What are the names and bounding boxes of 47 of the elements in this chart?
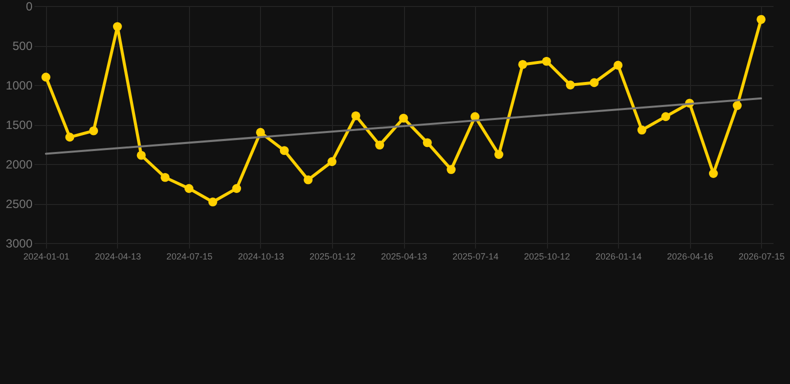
point bbox=[41, 72, 50, 82]
x-tick-label: 2024-01-01 bbox=[23, 252, 70, 262]
y-tick-label: 1000 bbox=[6, 78, 33, 92]
x-tick-label: 2026-04-16 bbox=[667, 252, 714, 262]
x-tick-label: 2025-07-14 bbox=[452, 252, 499, 262]
point bbox=[566, 80, 575, 90]
point bbox=[542, 56, 552, 66]
point bbox=[614, 60, 623, 70]
point bbox=[732, 101, 742, 110]
point bbox=[756, 14, 766, 24]
point bbox=[232, 184, 242, 193]
point bbox=[399, 114, 408, 123]
point bbox=[256, 128, 265, 137]
point bbox=[112, 22, 122, 32]
point bbox=[708, 169, 718, 178]
point bbox=[351, 111, 360, 120]
x-tick-label: 2024-10-13 bbox=[238, 252, 284, 262]
point bbox=[494, 150, 504, 159]
point bbox=[184, 184, 194, 193]
y-tick-label: 2500 bbox=[6, 197, 33, 211]
point bbox=[89, 126, 98, 136]
x-tick-label: 2025-04-13 bbox=[380, 252, 428, 262]
point bbox=[422, 138, 432, 148]
point bbox=[65, 132, 74, 142]
point bbox=[280, 146, 289, 156]
point bbox=[304, 175, 313, 184]
x-tick-label: 2025-01-12 bbox=[309, 252, 356, 262]
y-tick-label: 3000 bbox=[6, 236, 33, 250]
point bbox=[136, 150, 146, 160]
x-tick-label: 2026-07-15 bbox=[738, 252, 785, 262]
point bbox=[160, 172, 170, 182]
y-tick-label: 2000 bbox=[6, 158, 33, 172]
y-tick-label: 0 bbox=[26, 0, 33, 14]
x-tick-label: 2025-10-12 bbox=[524, 252, 570, 262]
y-tick-label: 1500 bbox=[6, 118, 33, 132]
x-tick-label: 2026-01-14 bbox=[596, 252, 642, 262]
point bbox=[518, 60, 528, 69]
point bbox=[637, 126, 646, 134]
point bbox=[375, 140, 384, 150]
point bbox=[208, 197, 218, 206]
point bbox=[590, 78, 599, 88]
point bbox=[328, 157, 336, 166]
point bbox=[446, 165, 456, 174]
point bbox=[661, 112, 670, 122]
y-tick-label: 500 bbox=[12, 39, 33, 53]
x-tick-label: 2024-04-13 bbox=[94, 252, 141, 262]
x-tick-label: 2024-07-15 bbox=[166, 252, 212, 262]
